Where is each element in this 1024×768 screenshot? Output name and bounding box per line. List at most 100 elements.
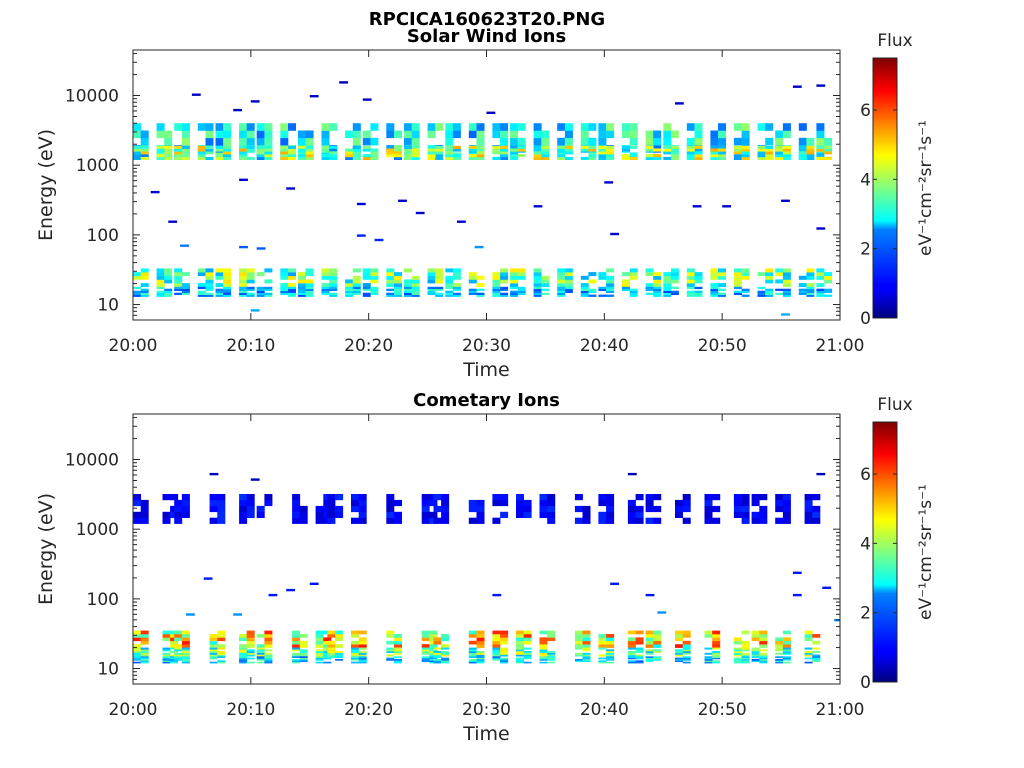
heatmap-cell	[686, 137, 695, 146]
heatmap-cell	[670, 290, 679, 293]
heatmap-cell	[816, 152, 825, 160]
heatmap-cell	[305, 137, 314, 146]
heatmap-cell	[133, 661, 141, 664]
heatmap-cell	[533, 272, 542, 277]
heatmap-cell	[181, 647, 190, 650]
heatmap-cell	[582, 656, 591, 658]
heatmap-cell	[492, 644, 501, 648]
heatmap-cell	[712, 647, 721, 650]
heatmap-cell	[653, 290, 662, 293]
heatmap-cell	[174, 659, 183, 661]
heatmap-cell	[411, 279, 420, 284]
heatmap-cell	[500, 657, 509, 660]
heatmap-cell	[164, 268, 173, 273]
heatmap-cell	[404, 148, 412, 152]
heatmap-cell	[435, 123, 444, 131]
heatmap-cell	[541, 137, 550, 146]
heatmap-cell	[421, 517, 430, 524]
heatmap-cell	[468, 517, 477, 524]
heatmap-cell	[370, 268, 379, 273]
heatmap-cell	[264, 499, 273, 507]
heatmap-cell	[812, 647, 821, 650]
heatmap-cell	[606, 511, 615, 518]
heatmap-cell	[433, 652, 442, 655]
heatmap-cell	[421, 630, 430, 635]
colorbar-tick-label: 4	[860, 170, 871, 190]
heatmap-cell	[598, 647, 607, 650]
heatmap-cell	[816, 130, 825, 139]
heatmap-cell	[686, 275, 695, 280]
heatmap-cell	[246, 644, 255, 648]
heatmap-cell	[670, 275, 679, 280]
heatmap-cell	[223, 288, 232, 291]
heatmap-cell	[517, 148, 526, 152]
y-tick-label: 100	[87, 590, 119, 610]
heatmap-cell	[239, 275, 248, 280]
heatmap-cell	[256, 154, 265, 158]
heatmap-cell	[574, 654, 583, 657]
heatmap-cell	[288, 294, 296, 297]
heatmap-cell	[645, 499, 654, 507]
heatmap-cell	[775, 517, 784, 524]
heatmap-cell	[288, 123, 296, 131]
heatmap-cell	[292, 652, 301, 655]
heatmap-cell	[156, 286, 165, 290]
heatmap-cell	[370, 152, 379, 160]
heatmap-cell	[751, 652, 760, 655]
heatmap-cell	[694, 279, 703, 284]
heatmap-cell	[804, 505, 813, 513]
heatmap-cell	[323, 657, 332, 660]
heatmap-cell	[468, 123, 477, 131]
heatmap-cell	[627, 630, 636, 635]
heatmap-cell	[394, 154, 402, 158]
heatmap-cell	[798, 275, 807, 280]
heatmap-cell	[223, 286, 232, 290]
heatmap-cell	[759, 656, 768, 658]
heatmap-cell	[321, 275, 330, 280]
heatmap-cell	[358, 494, 367, 501]
heatmap-cell	[280, 145, 289, 149]
heatmap-cell	[327, 656, 336, 658]
heatmap-cell	[670, 292, 679, 295]
heatmap-cell	[411, 294, 420, 297]
heatmap-cell	[653, 148, 662, 152]
heatmap-cell	[164, 130, 173, 139]
heatmap-cell	[411, 283, 420, 288]
heatmap-cell	[205, 145, 214, 149]
heatmap-cell	[217, 499, 226, 507]
heatmap-cell	[429, 652, 438, 655]
heatmap-cell	[492, 145, 501, 149]
heatmap-cell	[798, 123, 807, 131]
heatmap-cell	[264, 640, 273, 645]
heatmap-cell	[476, 661, 485, 664]
heatmap-cell	[629, 268, 638, 273]
heatmap-cell	[582, 649, 591, 652]
heatmap-cell	[170, 494, 179, 501]
heatmap-cell	[775, 505, 784, 513]
heatmap-cell	[816, 472, 826, 476]
heatmap-cell	[606, 654, 615, 657]
heatmap-cell	[686, 283, 695, 288]
heatmap-cell	[712, 654, 721, 657]
heatmap-cell	[264, 154, 273, 158]
heatmap-cell	[500, 630, 509, 635]
heatmap-cell	[580, 148, 589, 152]
heatmap-cell	[156, 279, 165, 284]
heatmap-cell	[404, 283, 412, 288]
heatmap-cell	[627, 511, 636, 518]
heatmap-cell	[256, 657, 265, 660]
heatmap-cell	[606, 145, 615, 149]
heatmap-cell	[170, 660, 179, 662]
heatmap-cell	[239, 292, 248, 295]
heatmap-cell	[429, 517, 438, 524]
heatmap-cell	[598, 286, 607, 290]
heatmap-cell	[351, 654, 359, 657]
heatmap-cell	[239, 156, 248, 160]
heatmap-cell	[622, 288, 630, 291]
heatmap-cell	[246, 268, 255, 273]
heatmap-cell	[394, 661, 402, 664]
heatmap-cell	[280, 272, 289, 277]
heatmap-cell	[645, 656, 654, 658]
heatmap-cell	[452, 123, 461, 131]
heatmap-cell	[280, 156, 289, 160]
